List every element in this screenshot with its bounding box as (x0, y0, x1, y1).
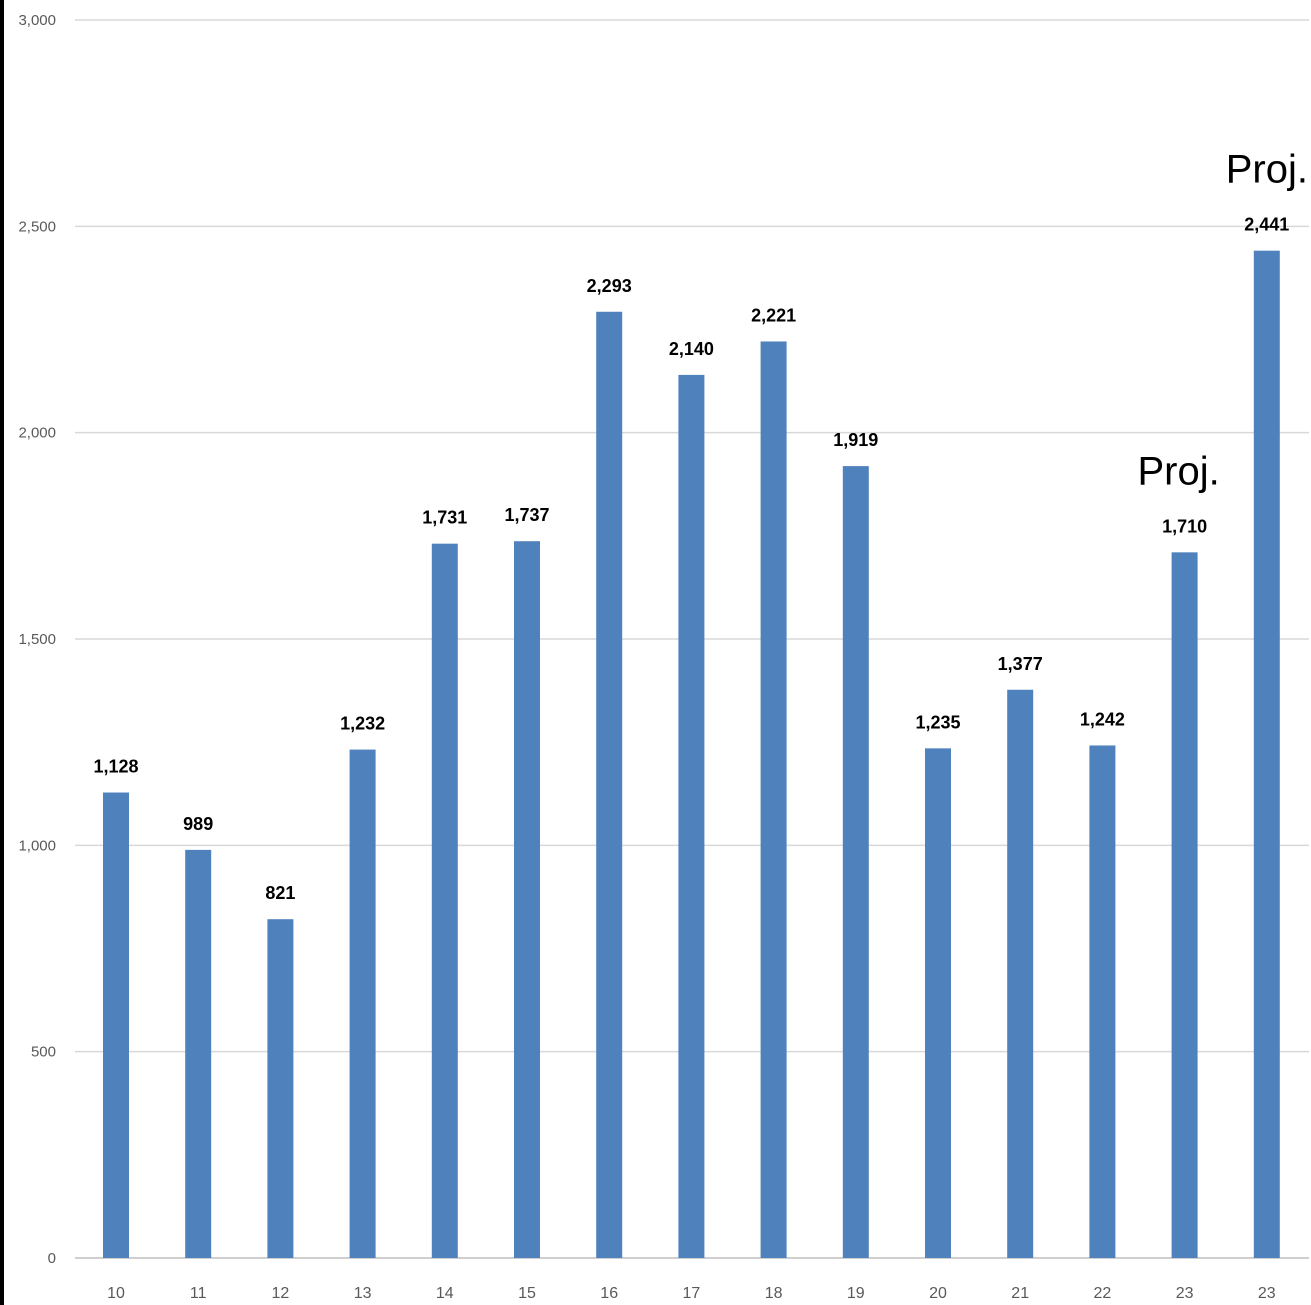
x-tick-label: 12 (272, 1285, 290, 1302)
bar (1007, 689, 1034, 1258)
y-tick-label: 2,000 (18, 425, 56, 442)
bar-value-label: 821 (265, 883, 295, 903)
x-tick-label: 18 (765, 1285, 783, 1302)
annotations: Proj. Proj. (1137, 148, 1308, 494)
bar-value-label: 2,441 (1244, 215, 1289, 235)
bar (185, 849, 212, 1258)
x-tick-label: 14 (436, 1285, 454, 1302)
bar-value-label: 1,232 (340, 714, 385, 734)
data-labels: 1,128 989 821 1,232 1,731 1,737 2,293 2,140 2,22… (93, 215, 1289, 904)
bar-value-label: 1,919 (833, 430, 878, 450)
bar-value-label: 1,710 (1162, 516, 1207, 536)
y-tick-label: 2,500 (18, 218, 56, 235)
bar-value-label: 1,242 (1080, 709, 1125, 729)
x-tick-label: 20 (929, 1285, 947, 1302)
bar (431, 543, 458, 1258)
bar (925, 748, 951, 1258)
bar-value-label: 2,221 (751, 305, 796, 325)
y-tick-label: 1,500 (18, 631, 56, 648)
bar-value-label: 1,737 (504, 505, 549, 525)
x-tick-label: 22 (1094, 1285, 1112, 1302)
bar (678, 374, 705, 1259)
bar-value-label: 1,235 (915, 712, 960, 732)
y-axis-ticks: 0 500 1,000 1,500 2,000 2,500 3,000 (18, 12, 56, 1267)
x-tick-label: 13 (354, 1285, 372, 1302)
bar (349, 749, 376, 1258)
x-tick-label: 23 (1176, 1285, 1194, 1302)
x-tick-label: 17 (683, 1285, 701, 1302)
bar-value-label: 2,293 (587, 276, 632, 296)
x-tick-label: 10 (107, 1285, 125, 1302)
y-tick-label: 0 (48, 1250, 56, 1267)
y-tick-label: 1,000 (18, 837, 56, 854)
bar (514, 541, 540, 1258)
projection-annotation: Proj. (1226, 148, 1308, 192)
bar (267, 919, 294, 1258)
x-axis-ticks: 10 11 12 13 14 15 16 17 18 19 20 21 22 23 23 (107, 1285, 1276, 1302)
x-tick-label: 11 (190, 1285, 207, 1302)
x-tick-label: 21 (1011, 1285, 1029, 1302)
x-tick-label: 23 (1258, 1285, 1276, 1302)
x-tick-label: 15 (518, 1285, 536, 1302)
bar (596, 311, 623, 1258)
bars (103, 250, 1280, 1259)
bar (760, 341, 787, 1258)
bar-value-label: 1,377 (998, 654, 1043, 674)
bar (1171, 552, 1198, 1258)
bar-value-label: 1,128 (93, 757, 138, 777)
bar-value-label: 2,140 (669, 339, 714, 359)
left-edge-border (0, 0, 4, 1305)
y-tick-label: 500 (31, 1044, 56, 1061)
bar (1253, 250, 1280, 1258)
bar (842, 466, 869, 1258)
bar (1089, 745, 1116, 1258)
x-tick-label: 19 (847, 1285, 865, 1302)
y-tick-label: 3,000 (18, 12, 56, 29)
projection-annotation: Proj. (1137, 449, 1219, 493)
x-tick-label: 16 (600, 1285, 618, 1302)
bar-value-label: 1,731 (422, 508, 467, 528)
bar (103, 792, 129, 1258)
bar-value-label: 989 (183, 814, 213, 834)
